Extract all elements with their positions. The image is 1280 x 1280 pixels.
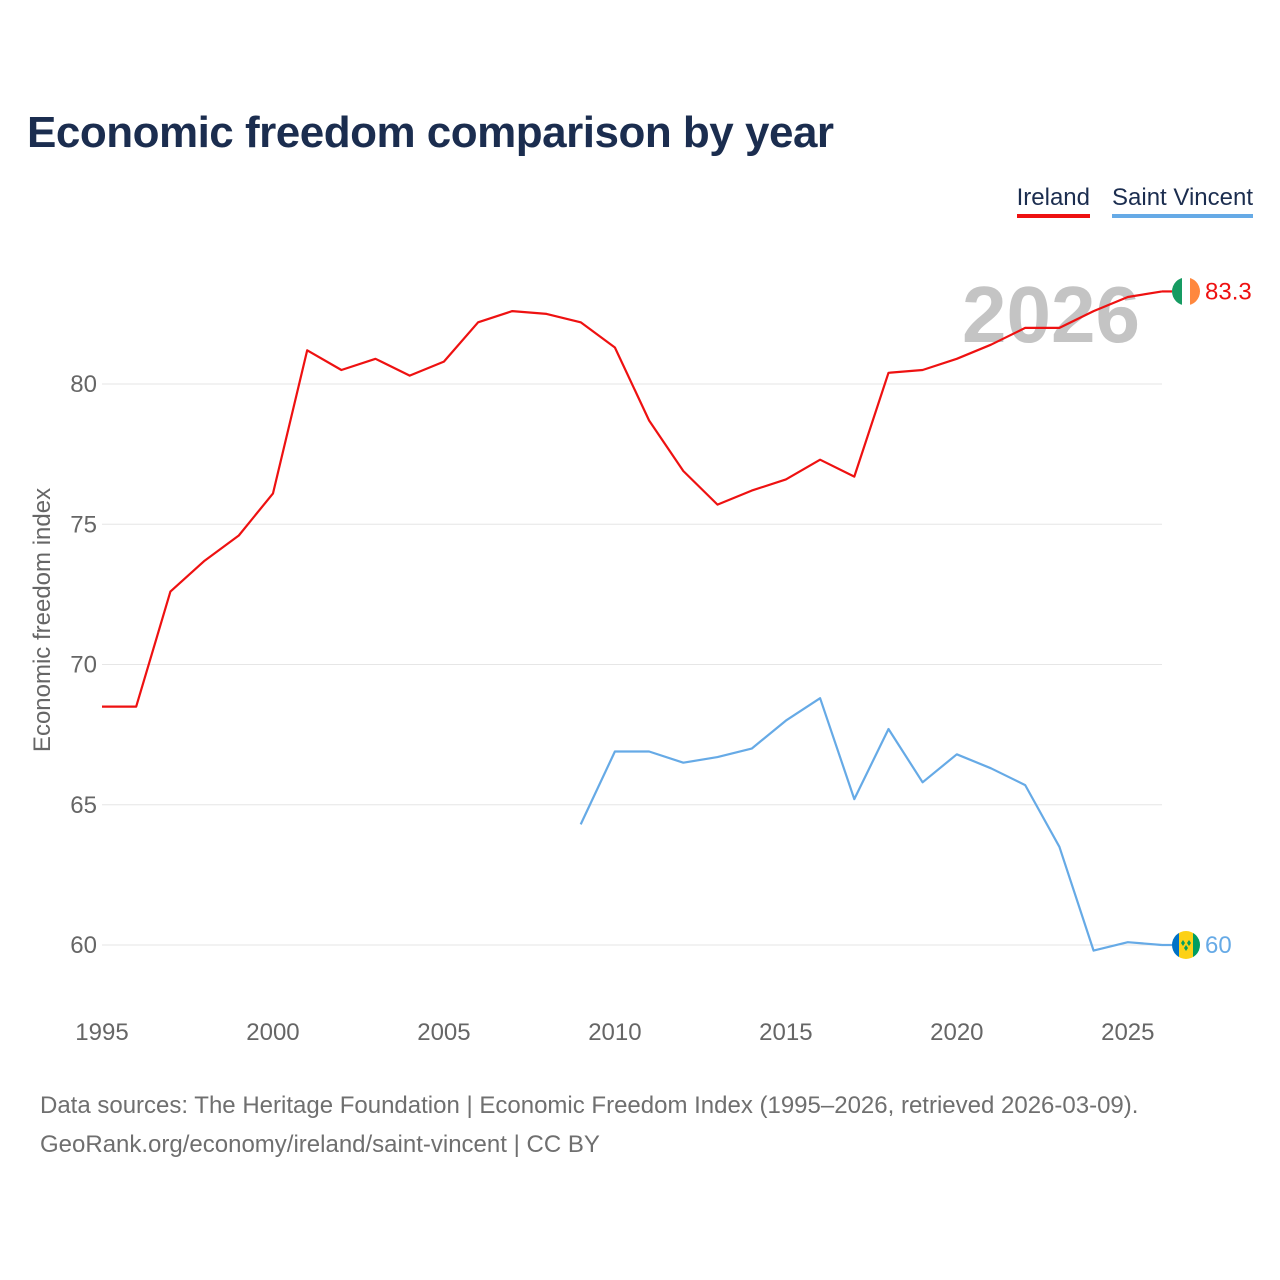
series-line-saint-vincent[interactable] [579,697,1163,952]
x-tick-label: 2000 [246,1019,299,1046]
x-tick-label: 2020 [930,1019,983,1046]
legend: Ireland Saint Vincent [1016,184,1253,218]
x-tick-label: 2025 [1101,1019,1154,1046]
y-axis-title: Economic freedom index [29,488,56,752]
x-tick-label: 2010 [588,1019,641,1046]
x-tick-label: 2005 [417,1019,470,1046]
y-tick-label: 65 [70,792,97,819]
chart-title: Economic freedom comparison by year [27,108,834,157]
source-link[interactable]: GeoRank.org/economy/ireland/saint-vincen… [40,1131,600,1158]
y-tick-label: 80 [70,371,97,398]
ireland-flag-icon [1172,277,1200,306]
x-tick-label: 2015 [759,1019,812,1046]
data-source-note: Data sources: The Heritage Foundation | … [40,1092,1139,1119]
legend-item-saint-vincent[interactable]: Saint Vincent [1112,184,1253,218]
saint-vincent-flag-icon [1172,931,1200,959]
series-end-value-label: 83.3 [1205,278,1252,305]
y-tick-label: 60 [70,932,97,959]
footer: Data sources: The Heritage Foundation | … [40,1086,1138,1164]
series-line-ireland[interactable] [102,290,1163,708]
y-tick-label: 75 [70,511,97,538]
x-tick-label: 1995 [75,1019,128,1046]
y-tick-label: 70 [70,652,97,679]
series-end-value-label: 60 [1205,932,1232,959]
legend-item-ireland[interactable]: Ireland [1016,184,1090,218]
